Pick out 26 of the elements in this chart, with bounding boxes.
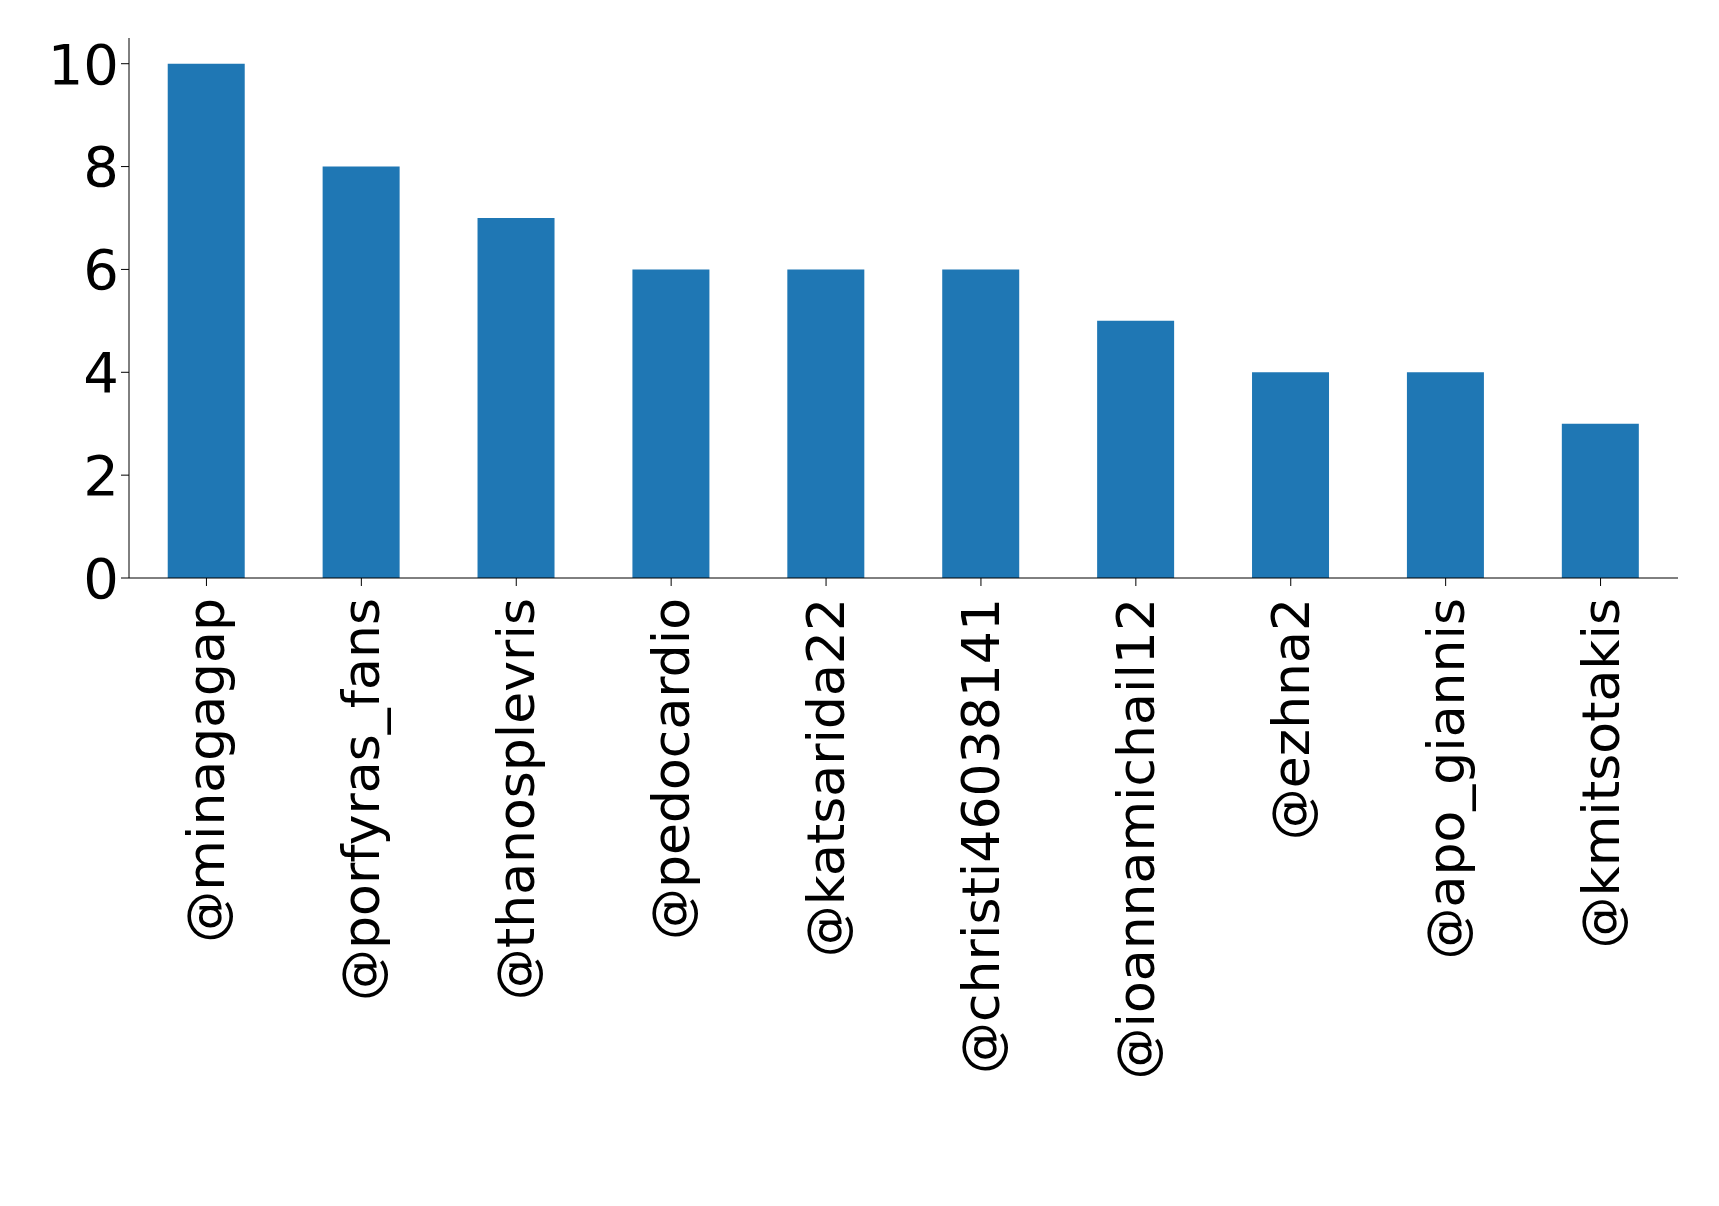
bar xyxy=(1406,372,1484,578)
x-tick-label: @pedocardio xyxy=(641,598,702,941)
bar xyxy=(1561,423,1639,578)
x-tick-label: @minagagap xyxy=(176,598,237,943)
bar xyxy=(942,269,1020,578)
x-tick-label: @porfyras_fans xyxy=(331,598,392,1001)
x-tick-label: @apo_giannis xyxy=(1415,598,1476,960)
bar xyxy=(787,269,865,578)
bar xyxy=(1252,372,1330,578)
y-tick-label: 6 xyxy=(83,237,119,303)
bar xyxy=(322,166,400,578)
x-tick-label: @christi46038141 xyxy=(950,598,1011,1074)
y-tick-label: 2 xyxy=(83,443,119,509)
x-tick-label: @ezhna2 xyxy=(1260,598,1321,841)
bar xyxy=(1097,320,1175,578)
x-tick-label: @ioannamichail12 xyxy=(1105,598,1166,1080)
x-tick-label: @katsarida22 xyxy=(796,598,857,958)
y-tick-label: 0 xyxy=(83,545,119,611)
bar xyxy=(477,218,555,578)
x-tick-label: @thanosplevris xyxy=(486,598,547,1001)
bar xyxy=(167,63,245,578)
x-tick-label: @kmitsotakis xyxy=(1570,598,1631,949)
bar xyxy=(632,269,710,578)
y-tick-label: 4 xyxy=(83,340,119,406)
y-tick-label: 8 xyxy=(83,134,119,200)
y-tick-label: 10 xyxy=(47,31,119,97)
